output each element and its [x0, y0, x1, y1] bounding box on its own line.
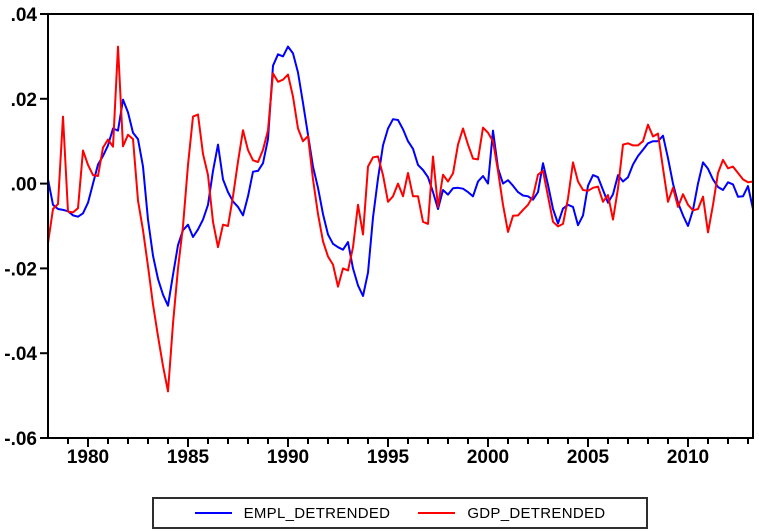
x-axis-tick-label: 1995 — [367, 447, 410, 468]
y-axis-tick-label: -.04 — [4, 344, 37, 365]
x-axis-tick-label: 2000 — [467, 447, 509, 468]
y-axis-tick-label: .04 — [11, 5, 38, 26]
legend-item-empl: EMPL_DETRENDED — [194, 504, 391, 522]
empl-legend-label: EMPL_DETRENDED — [243, 504, 391, 522]
x-axis-tick-label: 1985 — [167, 447, 210, 468]
y-axis-tick-label: .02 — [11, 90, 37, 111]
gdp-legend-label: GDP_DETRENDED — [467, 504, 606, 522]
x-axis-tick-label: 1990 — [267, 447, 309, 468]
x-axis-tick-label: 2010 — [667, 447, 709, 468]
empl-series-line — [48, 45, 753, 307]
x-axis-tick-label: 2005 — [567, 447, 610, 468]
chart-legend: EMPL_DETRENDED GDP_DETRENDED — [152, 497, 648, 529]
x-axis-tick-label: 1980 — [67, 447, 109, 468]
y-axis-tick-label: -.02 — [4, 259, 37, 280]
gdp-series-line — [48, 45, 753, 393]
y-axis-tick-label: .00 — [11, 175, 37, 196]
gdp-legend-line-sample — [418, 512, 456, 514]
plot-frame — [47, 13, 754, 439]
empl-legend-line-sample — [194, 512, 232, 514]
legend-item-gdp: GDP_DETRENDED — [418, 505, 605, 522]
y-axis-tick-label: -.06 — [4, 429, 37, 450]
